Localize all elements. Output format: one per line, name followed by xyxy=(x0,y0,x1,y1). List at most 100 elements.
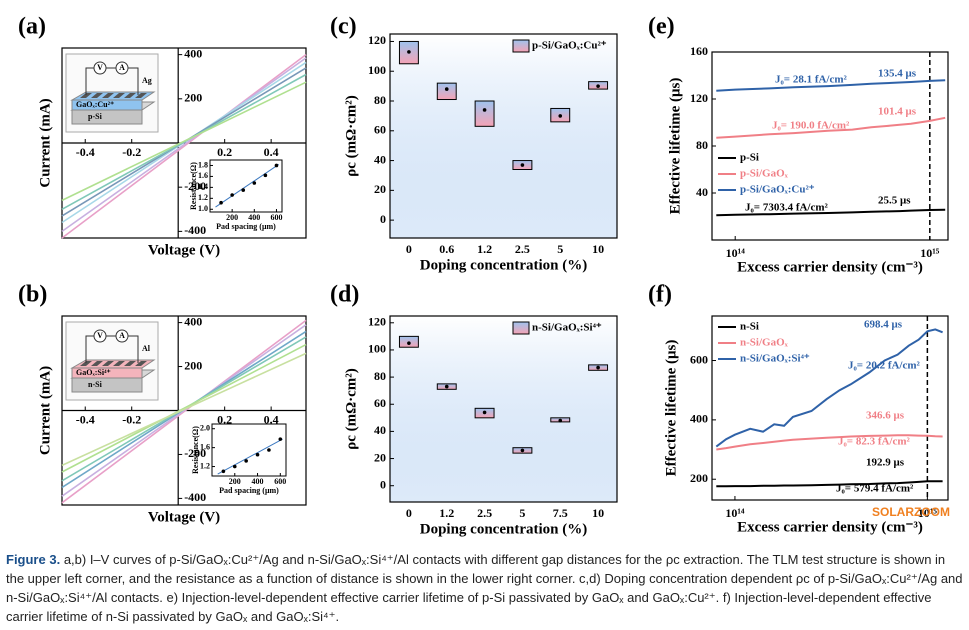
annotation: 698.4 μs xyxy=(864,319,903,331)
electrode-label: Ag xyxy=(142,76,152,85)
x-tick-label: 10¹⁵ xyxy=(918,506,938,520)
pad xyxy=(124,361,136,366)
annotation: J₀= 82.3 fA/cm² xyxy=(838,436,911,448)
y-tick-label: 400 xyxy=(184,46,202,60)
pad xyxy=(91,361,103,366)
inset-point xyxy=(278,437,283,441)
series-line xyxy=(716,480,943,488)
y-tick-label: 40 xyxy=(374,423,386,437)
y-tick-label: -400 xyxy=(184,223,206,237)
pad xyxy=(135,93,147,98)
x-tick-label: 0.4 xyxy=(264,145,279,159)
annotation: J₀= 190.0 fA/cm² xyxy=(772,120,850,132)
y-tick-label: 80 xyxy=(374,93,386,107)
y-tick-label: 400 xyxy=(184,314,202,328)
inset-y-tick-label: 1.6 xyxy=(200,442,210,451)
mean-point xyxy=(520,448,525,453)
series-line xyxy=(61,343,307,473)
x-tick-label: -0.2 xyxy=(122,412,141,426)
inset-x-tick-label: 200 xyxy=(226,213,238,222)
y-tick-label: 0 xyxy=(380,212,386,226)
y-tick-label: 120 xyxy=(690,91,708,105)
substrate xyxy=(71,377,143,393)
x-axis-label: Excess carrier density (cm⁻³) xyxy=(737,519,923,535)
legend-label: p-Si/GaOₓ:Cu²⁺ xyxy=(740,184,815,196)
inset-point xyxy=(244,459,248,463)
legend-label: n-Si/GaOₓ:Si⁴⁺ xyxy=(532,322,602,334)
x-tick-label: -0.2 xyxy=(122,145,141,159)
panel-label: (d) xyxy=(330,282,359,308)
caption-text: a,b) I–V curves of p-Si/GaOₓ:Cu²⁺/Ag and… xyxy=(6,552,963,624)
pad xyxy=(102,361,114,366)
pad xyxy=(80,93,92,98)
y-tick-label: -200 xyxy=(184,446,206,460)
inset-point xyxy=(267,448,271,452)
x-tick-label: -0.4 xyxy=(76,145,95,159)
mean-point xyxy=(558,418,563,423)
y-tick-label: 80 xyxy=(374,369,386,383)
ammeter-label: A xyxy=(119,331,125,340)
meter xyxy=(93,61,107,75)
meter xyxy=(93,329,107,343)
y-tick-label: 60 xyxy=(374,396,386,410)
legend-swatch xyxy=(512,321,530,335)
x-tick-label: 0 xyxy=(406,242,412,256)
inset-y-tick-label: 1.6 xyxy=(198,171,208,180)
x-tick-label: 10 xyxy=(592,242,604,256)
y-axis-label: ρc (mΩ·cm²) xyxy=(343,95,359,177)
box xyxy=(474,100,495,127)
pad xyxy=(102,93,114,98)
inset-x-tick-label: 400 xyxy=(252,477,264,486)
pad xyxy=(135,361,147,366)
series-line xyxy=(61,319,307,504)
plot-frame xyxy=(389,33,618,239)
voltmeter-label: V xyxy=(97,331,103,340)
panel-label: (b) xyxy=(18,282,47,308)
voltmeter-label: V xyxy=(97,63,103,72)
y-tick-label: 160 xyxy=(690,44,708,58)
wire xyxy=(85,335,139,363)
y-tick-label: 200 xyxy=(690,471,708,485)
y-tick-label: 0 xyxy=(380,477,386,491)
pad xyxy=(113,361,125,366)
legend-label: n-Si xyxy=(740,321,759,333)
layer xyxy=(71,367,143,379)
x-tick-label: 5 xyxy=(519,506,525,520)
annotation: J₀= 20.2 fA/cm² xyxy=(848,360,921,372)
y-tick-label: 60 xyxy=(374,123,386,137)
x-tick-label: 10¹⁵ xyxy=(920,246,940,260)
series-line xyxy=(716,434,943,451)
y-axis-label: ρc (mΩ·cm²) xyxy=(343,368,359,450)
inset-point xyxy=(274,163,279,168)
y-axis-label: Effective lifetime (μs) xyxy=(663,340,679,477)
mean-point xyxy=(596,365,600,370)
layer-label: GaOₓ:Cu²⁺ xyxy=(76,100,114,109)
electrode-label: Al xyxy=(142,344,151,353)
pad xyxy=(80,361,92,366)
legend-label: p-Si/GaOₓ xyxy=(740,168,789,180)
inset-x-label: Pad spacing (μm) xyxy=(216,222,276,231)
substrate-label: n-Si xyxy=(88,380,103,389)
annotation: 25.5 μs xyxy=(878,195,911,207)
x-tick-label: -0.4 xyxy=(76,412,95,426)
y-tick-label: 40 xyxy=(696,185,708,199)
series-line xyxy=(61,324,307,497)
inset-x-label: Pad spacing (μm) xyxy=(219,486,279,495)
watermark: SOLARZOOM xyxy=(872,505,950,519)
annotation: J₀= 579.4 fA/cm² xyxy=(836,483,914,495)
inset-y-tick-label: 2.0 xyxy=(200,424,210,433)
legend-label: p-Si xyxy=(740,152,759,164)
annotation: 346.6 μs xyxy=(866,410,905,422)
pad xyxy=(113,93,125,98)
mean-point xyxy=(407,341,411,345)
x-axis-label: Voltage (V) xyxy=(148,242,220,258)
fit-line xyxy=(217,438,283,475)
annotation: J₀= 7303.4 fA/cm² xyxy=(745,202,829,214)
ammeter-label: A xyxy=(119,63,125,72)
inset-point xyxy=(263,173,268,178)
y-tick-label: 100 xyxy=(368,342,386,356)
x-axis-label: Doping concentration (%) xyxy=(420,521,588,537)
meter xyxy=(115,61,129,75)
x-tick-label: 0 xyxy=(406,506,412,520)
